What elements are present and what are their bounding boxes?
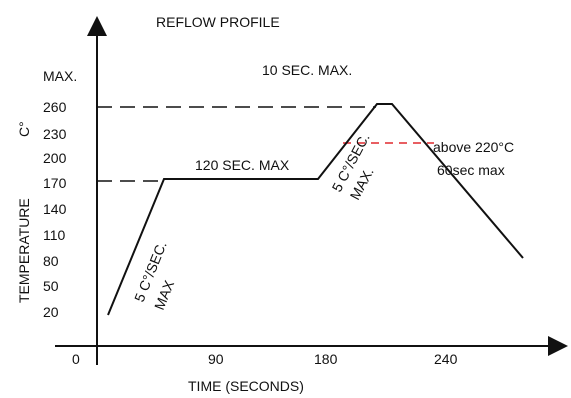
y-tick-label: 200 xyxy=(43,150,67,166)
diagram-title: REFLOW PROFILE xyxy=(156,14,280,30)
liquidus-annotation-line1: above 220°C xyxy=(433,139,514,155)
y-tick-label: 170 xyxy=(43,175,67,191)
liquidus-annotation-line2: 60sec max xyxy=(437,162,505,178)
ramp1-annotation-line2: MAX xyxy=(151,277,177,312)
x-tick-label: 90 xyxy=(208,351,224,367)
x-tick-label: 240 xyxy=(434,351,458,367)
y-tick-label: 230 xyxy=(43,126,67,142)
x-tick-label: 180 xyxy=(314,351,338,367)
x-tick-label: 0 xyxy=(72,351,80,367)
y-tick-label: 20 xyxy=(43,304,59,320)
y-axis-unit: C° xyxy=(16,121,32,137)
y-tick-label: 110 xyxy=(43,227,66,243)
y-axis-label: TEMPERATURE xyxy=(16,198,32,303)
peak-annotation: 10 SEC. MAX. xyxy=(262,62,352,78)
y-tick-label: 80 xyxy=(43,253,59,269)
y-tick-label: 140 xyxy=(43,201,67,217)
y-axis-max-label: MAX. xyxy=(43,68,77,84)
x-axis-label: TIME (SECONDS) xyxy=(188,378,304,394)
y-tick-label: 50 xyxy=(43,278,59,294)
y-tick-label: 260 xyxy=(43,99,67,115)
soak-annotation: 120 SEC. MAX xyxy=(195,157,290,173)
